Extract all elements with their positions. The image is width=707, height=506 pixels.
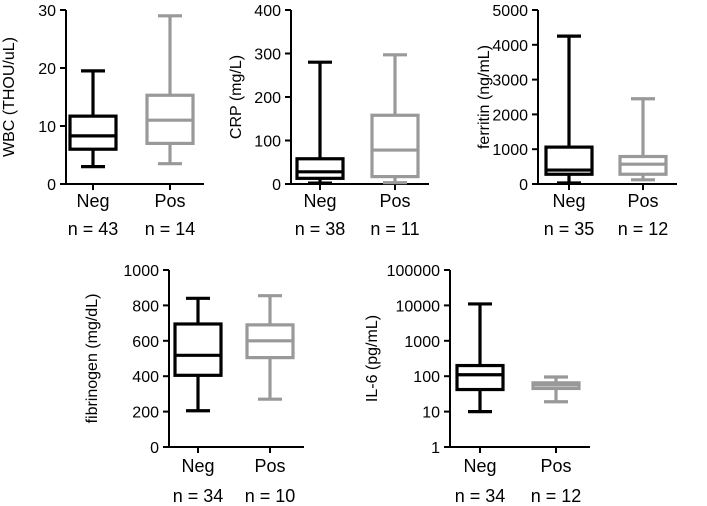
box-neg — [68, 69, 118, 169]
y-tick-label: 200 — [254, 90, 281, 107]
y-tick-label: 0 — [272, 177, 281, 194]
sample-count-label: n = 12 — [618, 219, 669, 239]
chart-panel-2: 0 100 200 300 400 CRP (mg/L) Neg n = 38 Pos n = 1… — [228, 3, 429, 239]
iqr-box — [295, 157, 345, 180]
iqr-box — [370, 113, 420, 179]
iqr-box — [68, 114, 118, 151]
y-axis-label: CRP (mg/L) — [228, 55, 245, 139]
category-label: Pos — [540, 456, 571, 476]
y-tick-label: 600 — [132, 334, 159, 351]
sample-count-label: n = 43 — [68, 219, 119, 239]
box-pos — [370, 53, 420, 185]
box-neg — [544, 34, 594, 185]
y-tick-label: 30 — [38, 3, 56, 20]
y-tick-label: 2000 — [492, 107, 528, 124]
box-neg — [455, 302, 505, 414]
y-tick-label: 0 — [47, 177, 56, 194]
y-tick-label: 100000 — [387, 263, 440, 280]
sample-count-label: n = 14 — [145, 219, 196, 239]
y-tick-label: 300 — [254, 47, 281, 64]
y-tick-label: 0 — [150, 440, 159, 457]
chart-panel-5: 1 10 100 1000 10000 100000 IL-6 (pg/mL) Neg n = … — [364, 263, 590, 506]
category-label: Pos — [379, 191, 410, 211]
y-tick-label: 1000 — [404, 334, 440, 351]
y-tick-label: 4000 — [492, 38, 528, 55]
sample-count-label: n = 34 — [455, 486, 506, 506]
sample-count-label: n = 34 — [173, 486, 224, 506]
y-tick-label: 200 — [132, 405, 159, 422]
y-axis-label: IL-6 (pg/mL) — [364, 315, 381, 402]
y-tick-label: 400 — [132, 369, 159, 386]
iqr-box — [455, 363, 505, 392]
category-label: Pos — [627, 191, 658, 211]
y-tick-label: 5000 — [492, 3, 528, 20]
category-label: Neg — [552, 191, 585, 211]
sample-count-label: n = 11 — [370, 219, 419, 239]
sample-count-label: n = 10 — [245, 486, 296, 506]
box-neg — [173, 296, 223, 413]
sample-count-label: n = 35 — [544, 219, 595, 239]
box-pos — [245, 294, 295, 401]
y-tick-label: 1 — [431, 440, 440, 457]
y-tick-label: 1000 — [492, 142, 528, 159]
y-tick-label: 400 — [254, 3, 281, 20]
y-tick-label: 10 — [38, 119, 56, 136]
sample-count-label: n = 38 — [295, 219, 346, 239]
chart-panel-3: 0 1000 2000 3000 4000 5000 ferritin (ng/mL) Neg… — [476, 3, 677, 239]
y-tick-label: 1000 — [123, 263, 159, 280]
iqr-box — [173, 322, 223, 377]
sample-count-label: n = 12 — [531, 486, 582, 506]
box-pos — [145, 14, 195, 166]
category-label: Neg — [303, 191, 336, 211]
category-label: Pos — [154, 191, 185, 211]
y-tick-label: 20 — [38, 61, 56, 78]
y-axis-label: fibrinogen (mg/dL) — [84, 294, 101, 424]
y-tick-label: 3000 — [492, 73, 528, 90]
y-tick-label: 100 — [413, 369, 440, 386]
y-tick-label: 0 — [519, 177, 528, 194]
box-pos — [531, 375, 581, 404]
chart-panel-1: 0 10 20 30 WBC (THOU/uL) Neg n = 43 Pos n = 14 — [1, 3, 204, 239]
box-pos — [618, 97, 668, 182]
category-label: Neg — [76, 191, 109, 211]
category-label: Pos — [254, 456, 285, 476]
chart-panel-4: 0 200 400 600 800 1000 fibrinogen (mg/dL) Neg n … — [84, 263, 304, 506]
y-axis-label: WBC (THOU/uL) — [1, 37, 18, 157]
y-tick-label: 10000 — [396, 298, 441, 315]
category-label: Neg — [181, 456, 214, 476]
box-neg — [295, 60, 345, 185]
y-tick-label: 10 — [422, 405, 440, 422]
y-tick-label: 100 — [254, 134, 281, 151]
category-label: Neg — [463, 456, 496, 476]
y-tick-label: 800 — [132, 298, 159, 315]
y-axis-label: ferritin (ng/mL) — [476, 45, 493, 149]
